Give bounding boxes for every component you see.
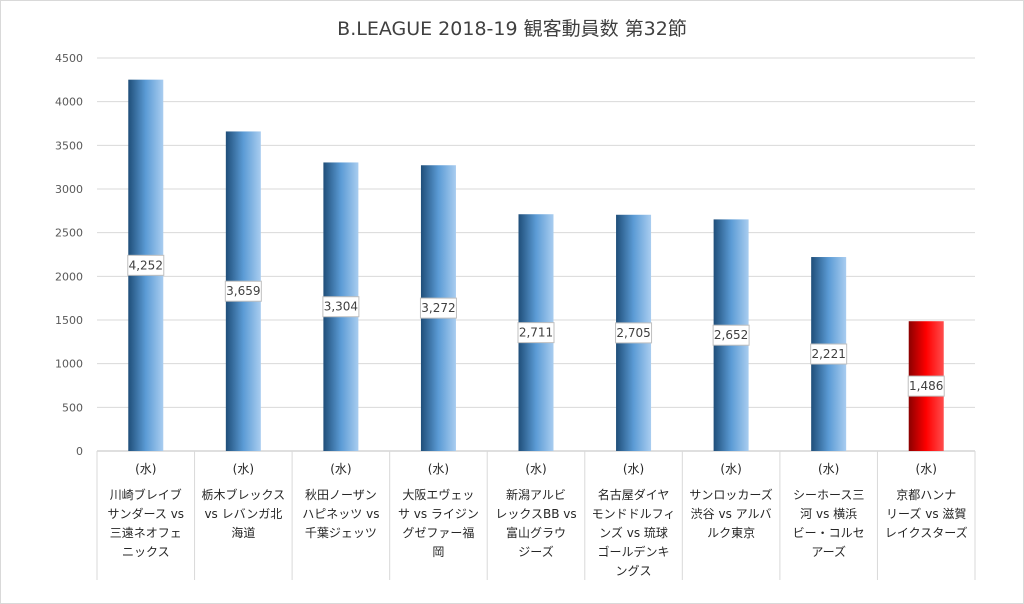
chart-title: B.LEAGUE 2018-19 観客動員数 第32節: [337, 18, 687, 40]
data-label-box: [419, 297, 457, 319]
category-label: 千葉ジェッツ: [305, 526, 377, 540]
category-day-label: (水): [720, 462, 741, 476]
y-tick-label: 4500: [55, 52, 83, 65]
category-day-label: (水): [330, 462, 351, 476]
category-label: 河 vs 横浜: [800, 507, 857, 521]
category-label: アーズ: [811, 544, 846, 559]
category-label: 大阪エヴェッ: [402, 487, 474, 502]
category-label: サ vs ライジン: [398, 507, 479, 521]
category-day-label: (水): [135, 462, 156, 476]
category-label: vs レバンガ北: [204, 507, 282, 521]
y-tick-label: 2000: [55, 270, 83, 283]
data-label: 2,705: [616, 326, 650, 340]
category-label: ンズ vs 琉球: [599, 525, 668, 540]
category-label: グゼファー福: [402, 525, 474, 540]
y-tick-label: 1000: [55, 358, 83, 371]
category-day-label: (水): [818, 462, 839, 476]
category-label: レイクスターズ: [885, 525, 968, 540]
y-tick-label: 4000: [55, 96, 83, 109]
y-tick-label: 0: [76, 445, 83, 458]
data-label-box: [712, 324, 750, 346]
category-label: リーズ vs 滋賀: [886, 506, 966, 521]
category-label: 川崎ブレイブ: [110, 487, 182, 502]
data-label-box: [127, 254, 165, 276]
data-label: 3,304: [324, 300, 358, 314]
data-label: 3,659: [226, 284, 260, 298]
data-label: 2,711: [519, 326, 553, 340]
category-day-label: (水): [916, 462, 937, 476]
category-label: ハピネッツ vs: [302, 507, 379, 521]
category-label: ルク東京: [707, 526, 755, 540]
category-day-label: (水): [233, 462, 254, 476]
category-label: サンロッカーズ: [689, 487, 772, 502]
category-label: 名古屋ダイヤ: [598, 487, 670, 502]
y-tick-label: 2500: [55, 227, 83, 240]
category-label: 新潟アルビ: [506, 487, 566, 502]
data-label-box: [322, 296, 360, 318]
data-label-box: [224, 280, 262, 302]
category-label: レックスBB vs: [495, 507, 576, 521]
category-label: 秋田ノーザン: [305, 488, 377, 502]
category-label: モンドドルフィ: [592, 507, 676, 521]
data-label: 3,272: [421, 301, 455, 315]
data-label-box: [517, 322, 555, 344]
data-label: 1,486: [909, 379, 943, 393]
data-label-box: [615, 322, 653, 344]
category-label: ジーズ: [518, 544, 553, 559]
category-day-label: (水): [623, 462, 644, 476]
category-label: 富山グラウ: [506, 525, 566, 540]
y-tick-label: 1500: [55, 314, 83, 327]
category-label: ゴールデンキ: [598, 544, 670, 559]
category-label: 海道: [231, 525, 255, 540]
category-label: ングス: [616, 564, 652, 578]
data-label-box: [907, 375, 945, 397]
category-label: 栃木ブレックス: [202, 487, 286, 502]
data-label: 2,221: [811, 347, 845, 361]
category-label: サンダース vs: [107, 506, 184, 521]
category-day-label: (水): [428, 462, 449, 476]
category-day-label: (水): [525, 462, 546, 476]
data-label: 2,652: [714, 328, 748, 342]
category-label: ニックス: [122, 545, 170, 559]
category-label: シーホース三: [793, 488, 864, 502]
y-tick-label: 3000: [55, 183, 83, 196]
category-label: ビー・コルセ: [793, 526, 865, 540]
category-label: 京都ハンナ: [896, 488, 956, 502]
y-tick-label: 500: [62, 401, 83, 414]
data-label: 4,252: [129, 258, 163, 272]
y-tick-label: 3500: [55, 139, 83, 152]
category-label: 渋谷 vs アルバ: [691, 507, 772, 521]
data-label-box: [810, 343, 848, 365]
category-label: 三遠ネオフェ: [110, 526, 182, 540]
category-label: 岡: [432, 545, 444, 559]
